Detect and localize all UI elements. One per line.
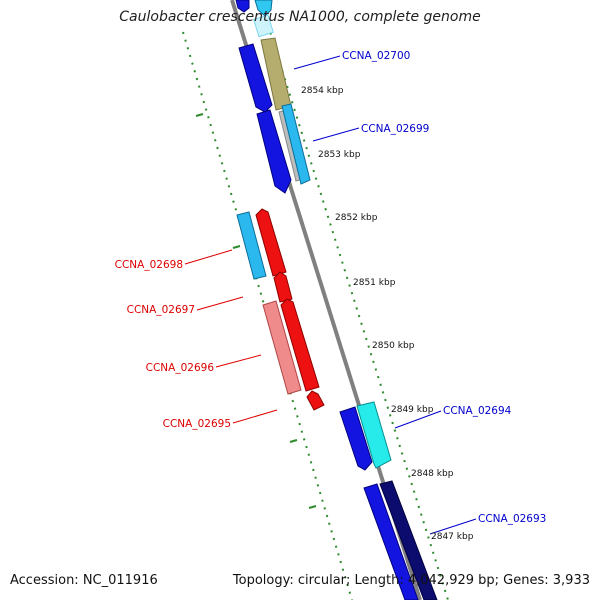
gene-label-ccna-02696[interactable]: CCNA_02696 — [146, 362, 215, 374]
gene-ccna-02695 — [306, 390, 325, 411]
leader-ccna-02693 — [429, 518, 477, 535]
gene-blue-b — [256, 109, 292, 194]
outer-major-dash — [232, 245, 241, 249]
gene-label-ccna-02699[interactable]: CCNA_02699 — [361, 123, 429, 135]
leader-ccna-02697 — [196, 296, 244, 311]
gene-ccna-02701-lower — [253, 14, 274, 38]
leader-ccna-02699 — [312, 127, 360, 142]
leader-ccna-02695 — [232, 409, 278, 424]
gene-ccna-02698-red — [255, 208, 287, 277]
tick-label: 2851 kbp — [353, 278, 396, 288]
gene-ccna-02696-pink — [262, 300, 302, 395]
gene-ccna-02697 — [273, 271, 293, 303]
tick-label: 2853 kbp — [318, 150, 361, 160]
gene-label-ccna-02700[interactable]: CCNA_02700 — [342, 50, 410, 62]
leader-ccna-02696 — [215, 354, 262, 368]
outer-major-dash — [308, 505, 317, 509]
gene-ccna-02698 — [236, 211, 267, 280]
gene-label-ccna-02695[interactable]: CCNA_02695 — [163, 418, 231, 430]
tick-label: 2849 kbp — [391, 405, 434, 415]
tick-label: 2848 kbp — [411, 469, 454, 479]
gene-label-ccna-02697[interactable]: CCNA_02697 — [127, 304, 195, 316]
leader-ccna-02694 — [394, 410, 442, 429]
gene-blue-c — [339, 406, 373, 471]
gene-blue-a — [238, 43, 273, 113]
gene-ccna-02701-blue — [235, 0, 250, 13]
gene-ccna-02696 — [280, 298, 320, 392]
gene-ccna-02699 — [281, 103, 311, 185]
outer-major-dash — [289, 439, 298, 443]
gene-label-ccna-02693[interactable]: CCNA_02693 — [478, 513, 546, 525]
leader-ccna-02700 — [293, 55, 341, 70]
outer-major-dash — [195, 113, 204, 117]
topology-summary: Topology: circular; Length: 4,042,929 bp… — [232, 573, 590, 588]
leader-ccna-02698 — [184, 249, 233, 265]
tick-label: 2847 kbp — [431, 532, 474, 542]
gene-ccna-02701-arrow — [254, 0, 273, 17]
gene-ccna-02694 — [356, 401, 392, 469]
gene-label-ccna-02694[interactable]: CCNA_02694 — [443, 405, 512, 417]
tick-label: 2850 kbp — [372, 341, 415, 351]
tick-label: 2852 kbp — [335, 213, 378, 223]
map-title: Caulobacter crescentus NA1000, complete … — [119, 9, 481, 25]
gene-ccna-02693 — [379, 480, 438, 600]
accession-label: Accession: NC_011916 — [10, 573, 158, 588]
tick-label: 2854 kbp — [301, 86, 344, 96]
gene-label-ccna-02698[interactable]: CCNA_02698 — [115, 259, 183, 271]
gene-blue-d — [363, 483, 419, 600]
